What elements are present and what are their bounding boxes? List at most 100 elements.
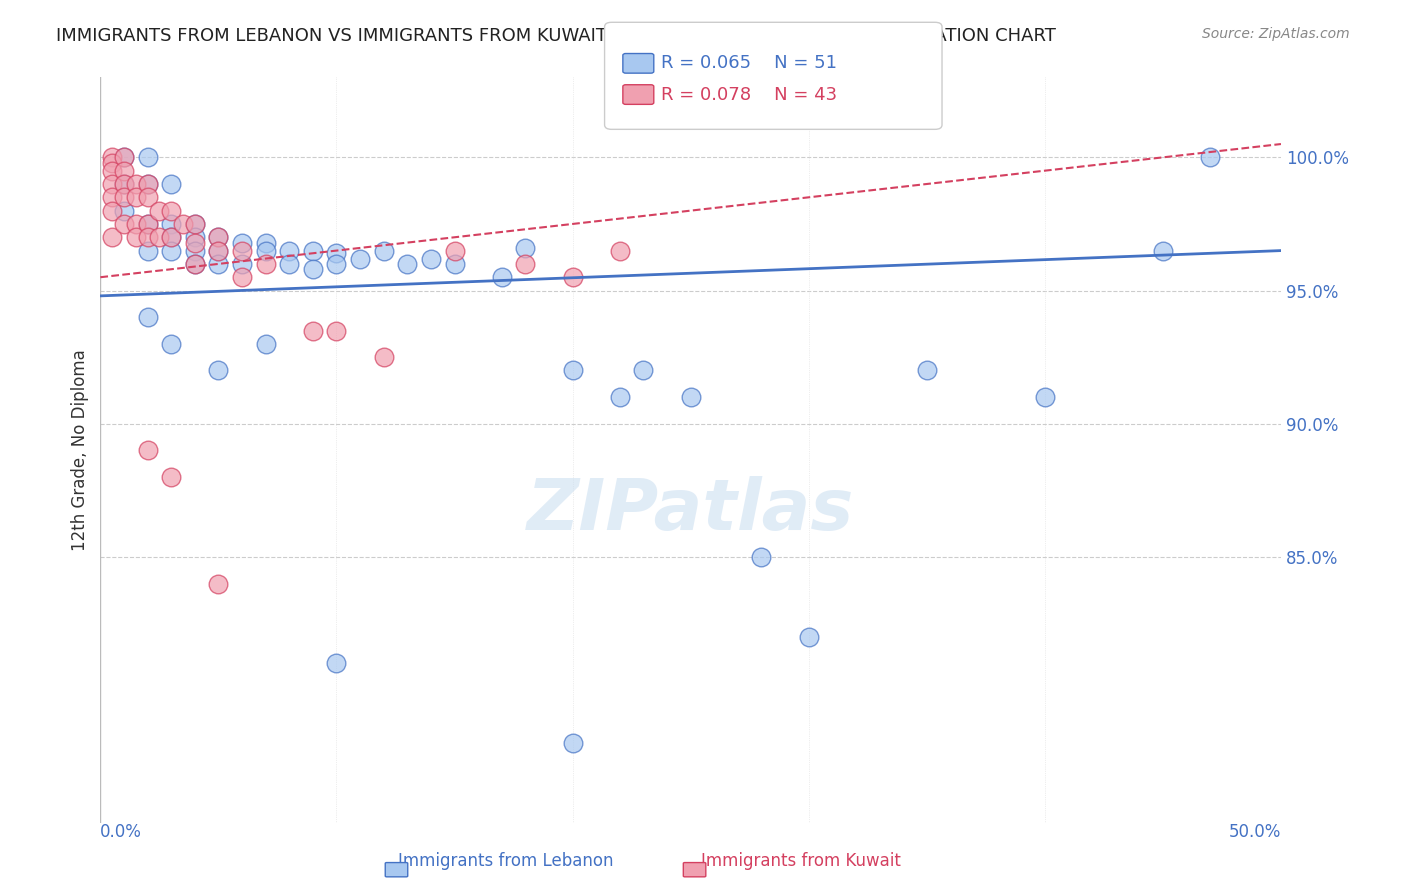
Point xyxy=(254,257,277,271)
Point xyxy=(1033,390,1056,404)
Point xyxy=(325,657,347,671)
Point xyxy=(136,443,159,458)
Point xyxy=(419,252,441,266)
Point xyxy=(515,241,537,255)
Point xyxy=(302,244,325,258)
Point xyxy=(797,630,820,644)
Point xyxy=(112,190,135,204)
Point xyxy=(349,252,371,266)
Point xyxy=(136,217,159,231)
Point xyxy=(184,230,207,244)
Point xyxy=(172,217,194,231)
Point xyxy=(207,576,229,591)
Point xyxy=(136,177,159,191)
Text: Immigrants from Lebanon: Immigrants from Lebanon xyxy=(398,852,614,870)
Point xyxy=(278,257,301,271)
Point xyxy=(125,217,148,231)
Text: 50.0%: 50.0% xyxy=(1229,823,1281,841)
Point xyxy=(231,257,253,271)
Point xyxy=(302,324,325,338)
Point xyxy=(184,217,207,231)
Point xyxy=(325,324,347,338)
Point xyxy=(207,230,229,244)
Point xyxy=(609,390,631,404)
Point xyxy=(112,177,135,191)
Point xyxy=(101,230,124,244)
Text: Immigrants from Kuwait: Immigrants from Kuwait xyxy=(702,852,901,870)
Point xyxy=(561,363,583,377)
Text: R = 0.065    N = 51: R = 0.065 N = 51 xyxy=(661,54,837,72)
Point xyxy=(254,235,277,250)
Point xyxy=(136,190,159,204)
Point xyxy=(231,270,253,285)
Point xyxy=(515,257,537,271)
Point xyxy=(491,270,513,285)
Point xyxy=(325,246,347,260)
Point xyxy=(160,230,183,244)
Point xyxy=(184,235,207,250)
Point xyxy=(184,257,207,271)
Point xyxy=(101,203,124,218)
Text: R = 0.078    N = 43: R = 0.078 N = 43 xyxy=(661,86,837,103)
Point xyxy=(751,549,773,564)
Point xyxy=(136,230,159,244)
Point xyxy=(231,244,253,258)
Point xyxy=(160,230,183,244)
Point xyxy=(125,177,148,191)
Point xyxy=(207,244,229,258)
Point xyxy=(1152,244,1174,258)
Text: IMMIGRANTS FROM LEBANON VS IMMIGRANTS FROM KUWAIT 12TH GRADE, NO DIPLOMA CORRELA: IMMIGRANTS FROM LEBANON VS IMMIGRANTS FR… xyxy=(56,27,1056,45)
Point xyxy=(112,217,135,231)
Point xyxy=(325,257,347,271)
Point xyxy=(125,230,148,244)
Point xyxy=(101,155,124,169)
Point xyxy=(207,244,229,258)
Point xyxy=(136,310,159,325)
Point xyxy=(101,190,124,204)
Point xyxy=(443,257,465,271)
Point xyxy=(278,244,301,258)
Point xyxy=(125,190,148,204)
Point xyxy=(160,177,183,191)
Point xyxy=(101,177,124,191)
Point xyxy=(160,203,183,218)
Point xyxy=(396,257,419,271)
Point xyxy=(112,150,135,164)
Point xyxy=(207,363,229,377)
Point xyxy=(561,736,583,750)
Point xyxy=(160,244,183,258)
Point xyxy=(112,150,135,164)
Point xyxy=(112,203,135,218)
Point xyxy=(184,257,207,271)
Y-axis label: 12th Grade, No Diploma: 12th Grade, No Diploma xyxy=(72,350,89,551)
Point xyxy=(254,244,277,258)
Point xyxy=(148,203,170,218)
Point xyxy=(160,470,183,484)
Point xyxy=(561,270,583,285)
Point xyxy=(184,217,207,231)
Point xyxy=(112,177,135,191)
Point xyxy=(679,390,702,404)
Point xyxy=(1199,150,1222,164)
Point xyxy=(633,363,655,377)
Point xyxy=(136,244,159,258)
Point xyxy=(160,336,183,351)
Point xyxy=(184,244,207,258)
Point xyxy=(136,150,159,164)
Point xyxy=(136,217,159,231)
Point xyxy=(160,217,183,231)
Text: ZIPatlas: ZIPatlas xyxy=(527,475,855,544)
Point xyxy=(136,177,159,191)
Point xyxy=(373,244,395,258)
Point xyxy=(302,262,325,277)
Point xyxy=(373,350,395,364)
Point xyxy=(148,230,170,244)
Text: 0.0%: 0.0% xyxy=(100,823,142,841)
Point xyxy=(915,363,938,377)
Point xyxy=(101,150,124,164)
Point xyxy=(609,244,631,258)
Text: Source: ZipAtlas.com: Source: ZipAtlas.com xyxy=(1202,27,1350,41)
Point xyxy=(254,336,277,351)
Point xyxy=(101,163,124,178)
Point xyxy=(231,235,253,250)
